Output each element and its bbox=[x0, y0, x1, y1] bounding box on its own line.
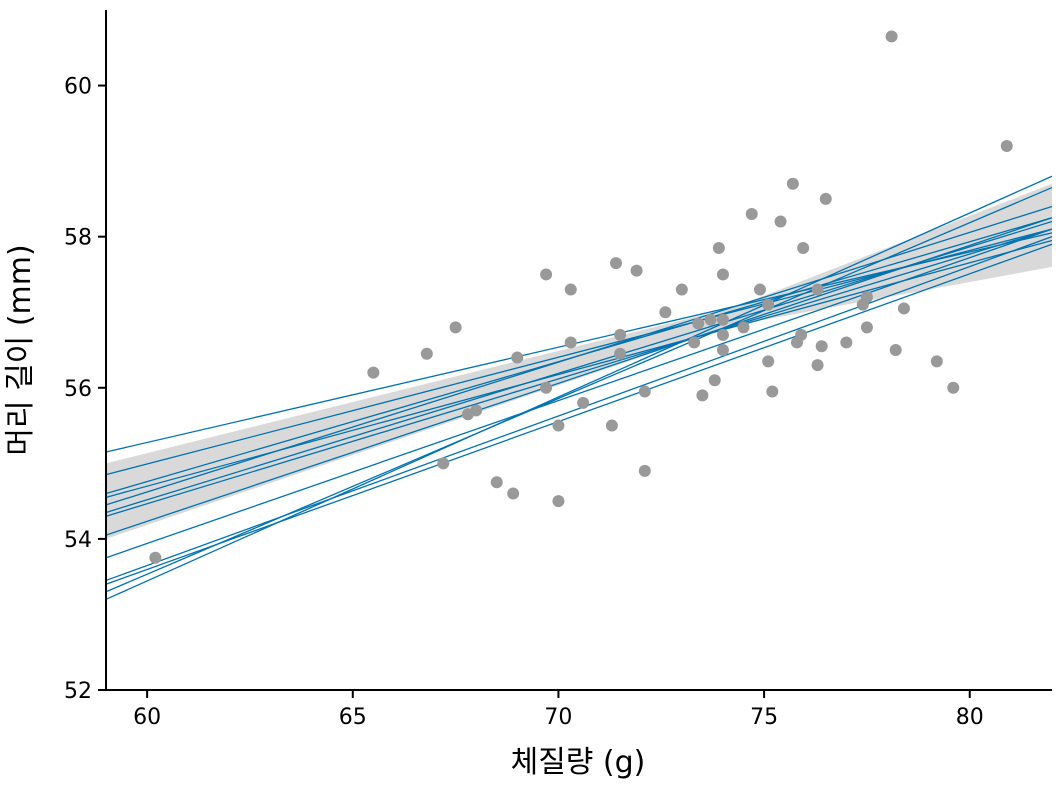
data-point-57 bbox=[889, 344, 902, 356]
data-point-12 bbox=[540, 381, 553, 394]
data-point-5 bbox=[437, 457, 450, 470]
regression-line-10 bbox=[105, 236, 1053, 582]
x-tick-label-65: 65 bbox=[339, 705, 367, 730]
data-point-58 bbox=[897, 302, 910, 315]
y-tick-label-60: 60 bbox=[64, 75, 92, 100]
data-point-21 bbox=[614, 347, 627, 360]
data-point-49 bbox=[811, 359, 824, 372]
data-point-46 bbox=[795, 328, 808, 341]
data-point-43 bbox=[774, 215, 787, 228]
axes-layer bbox=[105, 10, 1052, 691]
data-point-30 bbox=[704, 313, 717, 326]
x-tick-label-70: 70 bbox=[544, 705, 572, 730]
regression-line-9 bbox=[105, 228, 1053, 559]
data-point-61 bbox=[1000, 140, 1013, 152]
data-point-26 bbox=[675, 283, 688, 296]
data-point-20 bbox=[614, 328, 627, 341]
data-point-59 bbox=[930, 355, 943, 368]
regression-line-8 bbox=[105, 217, 1053, 536]
data-point-34 bbox=[716, 313, 729, 326]
data-point-1 bbox=[149, 551, 162, 564]
data-point-37 bbox=[737, 321, 750, 334]
data-point-35 bbox=[716, 328, 729, 341]
y-tick-label-54: 54 bbox=[64, 528, 92, 553]
regression-lines-layer bbox=[105, 175, 1053, 600]
data-point-4 bbox=[449, 321, 462, 334]
data-point-19 bbox=[610, 257, 623, 270]
data-point-22 bbox=[630, 264, 643, 277]
data-point-33 bbox=[716, 268, 729, 281]
data-point-16 bbox=[564, 336, 577, 349]
data-point-18 bbox=[605, 419, 618, 432]
data-point-23 bbox=[638, 385, 651, 398]
x-tick-label-80: 80 bbox=[956, 705, 984, 730]
data-point-52 bbox=[840, 336, 853, 349]
data-point-15 bbox=[564, 283, 577, 296]
data-point-41 bbox=[762, 355, 775, 368]
data-point-40 bbox=[762, 298, 775, 311]
confidence-band bbox=[106, 183, 1052, 539]
y-tick-label-58: 58 bbox=[64, 226, 92, 251]
ticks-layer: 60 65 70 75 80 52 54 56 58 60 bbox=[64, 75, 984, 730]
data-point-14 bbox=[552, 495, 565, 508]
data-point-28 bbox=[692, 317, 705, 330]
regression-line-7 bbox=[105, 228, 1053, 517]
regression-line-13 bbox=[105, 175, 1053, 600]
y-tick-label-52: 52 bbox=[64, 679, 92, 704]
data-point-44 bbox=[786, 177, 799, 190]
data-point-39 bbox=[753, 283, 766, 296]
confidence-band-layer bbox=[106, 183, 1052, 539]
data-point-42 bbox=[766, 385, 779, 398]
data-point-56 bbox=[885, 30, 898, 43]
data-point-54 bbox=[860, 291, 873, 304]
data-point-55 bbox=[860, 321, 873, 334]
data-point-36 bbox=[716, 344, 729, 356]
data-point-48 bbox=[811, 283, 824, 296]
x-axis-title: 체질량 (g) bbox=[511, 745, 646, 780]
data-point-51 bbox=[819, 192, 832, 205]
data-point-3 bbox=[420, 347, 433, 360]
data-point-29 bbox=[696, 389, 709, 402]
data-point-8 bbox=[490, 476, 503, 489]
regression-line-5 bbox=[105, 205, 1053, 506]
data-point-31 bbox=[708, 374, 721, 387]
data-point-24 bbox=[638, 464, 651, 477]
data-point-9 bbox=[507, 487, 520, 500]
y-axis-title: 머리 길이 (mm) bbox=[3, 244, 38, 455]
x-tick-label-75: 75 bbox=[750, 705, 778, 730]
data-point-10 bbox=[511, 351, 524, 364]
data-point-25 bbox=[659, 306, 672, 319]
data-point-32 bbox=[712, 242, 725, 254]
data-point-38 bbox=[745, 208, 758, 220]
regression-line-12 bbox=[105, 186, 1053, 593]
y-tick-label-56: 56 bbox=[64, 377, 92, 402]
data-point-60 bbox=[947, 381, 960, 394]
data-point-27 bbox=[688, 336, 701, 349]
data-point-11 bbox=[540, 268, 553, 281]
data-point-47 bbox=[797, 242, 810, 254]
scatter-points-layer bbox=[149, 30, 1013, 564]
regression-line-11 bbox=[105, 243, 1053, 585]
x-tick-label-60: 60 bbox=[133, 705, 161, 730]
data-point-7 bbox=[470, 404, 483, 417]
data-point-50 bbox=[815, 340, 828, 353]
data-point-2 bbox=[367, 366, 380, 379]
data-point-17 bbox=[577, 396, 590, 409]
data-point-13 bbox=[552, 419, 565, 432]
